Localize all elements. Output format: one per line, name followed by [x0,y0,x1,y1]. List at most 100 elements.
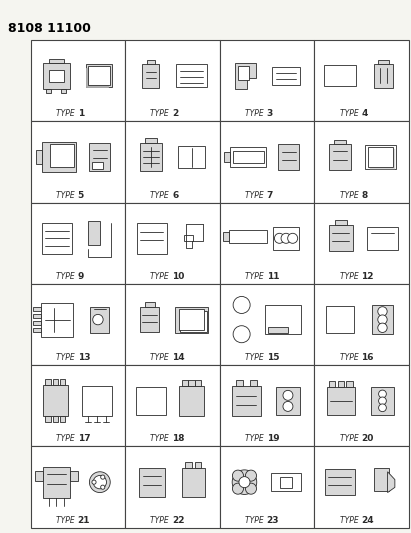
Bar [370,149,395,169]
Text: TYPE: TYPE [56,353,77,362]
Bar [233,151,263,163]
Bar [189,380,194,386]
Bar [220,203,314,284]
Circle shape [245,470,256,481]
Bar [178,147,205,167]
Bar [223,232,229,241]
Bar [60,379,65,385]
Bar [276,387,300,415]
Bar [82,386,112,416]
Text: TYPE: TYPE [245,434,266,443]
Text: TYPE: TYPE [56,515,77,524]
Bar [125,203,220,284]
Text: 20: 20 [361,434,374,443]
Text: TYPE: TYPE [150,109,172,118]
Text: TYPE: TYPE [56,190,77,199]
Bar [141,308,159,332]
Bar [33,308,41,311]
Circle shape [232,470,257,495]
Bar [142,63,159,88]
Text: 19: 19 [267,434,279,443]
Circle shape [92,480,96,484]
Bar [125,446,220,528]
Text: 4: 4 [361,109,367,118]
Text: TYPE: TYPE [150,515,172,524]
Bar [368,147,393,167]
Bar [374,63,393,88]
Bar [33,328,41,332]
Bar [85,68,108,87]
Text: 16: 16 [361,353,374,362]
Bar [43,63,69,88]
Text: 10: 10 [172,272,185,281]
Circle shape [379,390,386,398]
Circle shape [233,296,250,313]
Bar [314,446,409,528]
Text: TYPE: TYPE [339,434,361,443]
Text: 8: 8 [361,190,367,199]
Bar [90,306,109,333]
Bar [326,306,354,334]
Bar [147,60,155,63]
Bar [88,67,110,85]
Bar [42,142,76,173]
Bar [125,284,220,365]
Bar [185,236,193,241]
Text: 8108 11100: 8108 11100 [8,22,91,35]
Bar [43,467,69,498]
Bar [49,70,64,82]
Bar [338,381,344,387]
Bar [43,385,68,416]
Text: TYPE: TYPE [56,272,77,281]
Bar [53,379,58,385]
Bar [335,220,347,225]
Text: TYPE: TYPE [245,515,266,524]
Bar [314,40,409,122]
Bar [69,471,78,481]
Bar [229,230,267,243]
Bar [230,147,266,167]
Bar [42,223,72,254]
Bar [194,380,201,386]
Bar [92,162,103,169]
Bar [346,381,353,387]
Bar [36,150,42,164]
Text: 11: 11 [267,272,279,281]
Text: 7: 7 [267,190,273,199]
Polygon shape [388,472,395,492]
Text: TYPE: TYPE [339,190,361,199]
Bar [45,379,51,385]
Text: 1: 1 [78,109,84,118]
Bar [53,416,58,422]
Bar [31,365,125,446]
Circle shape [379,404,386,411]
Text: 21: 21 [78,515,90,524]
Text: TYPE: TYPE [56,109,77,118]
Bar [31,284,125,365]
Bar [329,381,335,387]
Bar [61,88,66,93]
Bar [31,122,125,203]
Bar [140,143,162,171]
Text: 6: 6 [172,190,178,199]
Bar [41,303,74,337]
Bar [250,380,257,386]
Bar [327,387,355,415]
Bar [220,122,314,203]
Bar [179,310,204,330]
Circle shape [232,470,243,481]
Text: TYPE: TYPE [56,434,77,443]
Bar [60,416,65,422]
Bar [325,469,355,495]
Circle shape [281,233,291,243]
Bar [334,140,346,144]
Text: TYPE: TYPE [150,190,172,199]
Polygon shape [235,63,256,88]
Bar [194,462,201,467]
Bar [236,380,243,386]
Text: TYPE: TYPE [245,353,266,362]
Circle shape [379,397,386,405]
Text: 5: 5 [78,190,84,199]
Bar [85,64,112,87]
Circle shape [275,233,284,243]
